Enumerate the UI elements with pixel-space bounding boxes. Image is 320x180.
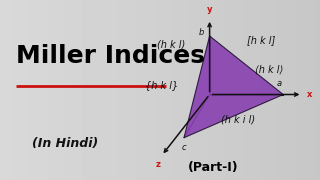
Text: c: c xyxy=(182,143,186,152)
Text: (h k i l): (h k i l) xyxy=(221,115,255,125)
Text: (h k l): (h k l) xyxy=(157,39,185,49)
Text: [h k l]: [h k l] xyxy=(247,35,275,46)
Text: (In Hindi): (In Hindi) xyxy=(32,138,98,150)
Text: a: a xyxy=(277,79,282,88)
Text: x: x xyxy=(307,90,313,99)
Text: b: b xyxy=(199,28,204,37)
Text: {h k l}: {h k l} xyxy=(145,80,178,91)
Polygon shape xyxy=(184,36,283,138)
Text: ⟨h k l⟩: ⟨h k l⟩ xyxy=(255,64,283,74)
Text: z: z xyxy=(156,160,161,169)
Text: y: y xyxy=(207,4,212,14)
Text: (Part-I): (Part-I) xyxy=(188,161,238,174)
Text: Miller Indices: Miller Indices xyxy=(16,44,205,68)
